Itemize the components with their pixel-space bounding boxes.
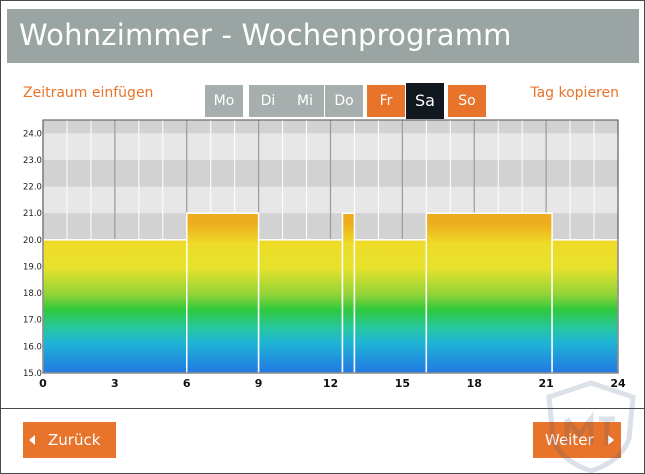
y-tick-label: 21.0 <box>23 209 42 219</box>
x-tick-label: 21 <box>538 377 553 390</box>
temperature-bar <box>551 239 619 374</box>
temperature-schedule-chart[interactable]: 15.0 16.0 17.0 18.0 19.0 20.0 21.0 22.0 23.0 24.0… <box>1 1 645 401</box>
x-tick-label: 12 <box>323 377 338 390</box>
x-tick-label: 6 <box>183 377 191 390</box>
day-tab-di[interactable]: Di <box>249 85 287 117</box>
copy-day-link[interactable]: Tag kopieren <box>530 85 619 101</box>
day-tab-so[interactable]: So <box>448 85 486 117</box>
day-tab-mo[interactable]: Mo <box>205 85 243 117</box>
day-tab-sa[interactable]: Sa <box>406 83 444 119</box>
shield-logo-icon <box>546 380 636 473</box>
y-tick-label: 16.0 <box>23 342 42 352</box>
footer-divider <box>1 408 644 409</box>
x-tick-label: 24 <box>610 377 626 390</box>
next-button[interactable]: Weiter <box>533 422 621 458</box>
back-button-label: Zurück <box>48 431 101 449</box>
insert-period-link[interactable]: Zeitraum einfügen <box>23 85 154 101</box>
y-tick-label: 22.0 <box>23 183 42 193</box>
y-tick-label: 23.0 <box>23 156 42 166</box>
y-tick-label: 15.0 <box>23 369 42 379</box>
day-tab-fr[interactable]: Fr <box>367 85 405 117</box>
temperature-bar <box>353 239 428 374</box>
back-button[interactable]: Zurück <box>23 422 116 458</box>
page-title: Wohnzimmer - Wochenprogramm <box>19 18 512 52</box>
day-tab-do[interactable]: Do <box>325 85 363 117</box>
y-tick-label: 17.0 <box>23 316 42 326</box>
chevron-left-icon <box>29 435 35 445</box>
y-tick-label: 18.0 <box>23 289 42 299</box>
title-bar: Wohnzimmer - Wochenprogramm <box>7 9 639 63</box>
y-tick-label: 20.0 <box>23 236 42 246</box>
chevron-right-icon <box>608 435 614 445</box>
temperature-bar <box>257 239 344 374</box>
plot-frame <box>42 119 619 374</box>
temperature-bar <box>341 212 356 374</box>
x-tick-label: 15 <box>395 377 410 390</box>
next-button-label: Weiter <box>545 431 594 449</box>
x-tick-label: 0 <box>39 377 47 390</box>
day-tab-mi[interactable]: Mi <box>286 85 324 117</box>
x-tick-label: 18 <box>467 377 482 390</box>
plot-area: 15.0 16.0 17.0 18.0 19.0 20.0 21.0 22.0 23.0 24.0… <box>23 119 626 390</box>
y-tick-label: 24.0 <box>23 129 42 139</box>
y-tick-label: 19.0 <box>23 262 42 272</box>
temperature-bar <box>186 212 260 374</box>
x-tick-label: 3 <box>111 377 119 390</box>
temperature-bar <box>42 239 188 374</box>
temperature-bar <box>425 212 553 374</box>
x-tick-label: 9 <box>255 377 263 390</box>
